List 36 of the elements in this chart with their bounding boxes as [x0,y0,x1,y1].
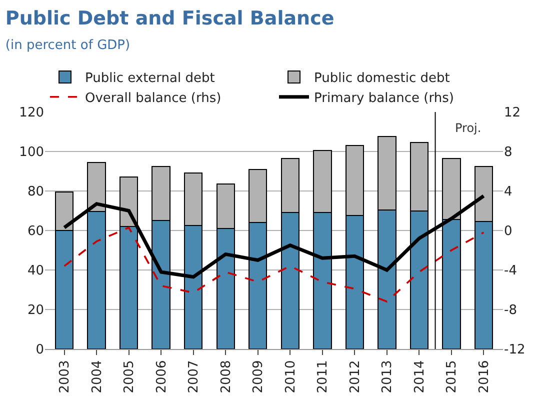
x-tick-label: 2014 [412,360,428,394]
chart-title: Public Debt and Fiscal Balance [5,7,334,30]
y-tick-label: 60 [27,224,44,240]
legend-label: Public domestic debt [314,71,450,86]
x-tick-label: 2011 [316,360,331,394]
x-tick-label: 2008 [218,360,234,394]
x-tick-label: 2003 [58,360,73,394]
y-tick-label: 40 [27,264,44,279]
x-tick-label: 2004 [90,360,105,394]
y2-tick-label: -12 [504,342,526,358]
y-tick-label: 0 [36,342,44,358]
x-tick-label: 2012 [348,360,363,394]
legend-label: Public external debt [85,71,215,86]
chart-subtitle: (in percent of GDP) [5,38,130,53]
x-tick-label: 2009 [251,360,266,394]
y-tick-label: 80 [27,184,44,200]
x-tick-label: 2013 [380,360,396,394]
y2-tick-label: 8 [504,145,512,160]
x-tick-label: 2007 [186,360,202,394]
y2-tick-label: 12 [504,106,521,121]
ref-line-label: Proj. [455,121,482,135]
y2-tick-label: -4 [504,264,517,279]
y-tick-label: 120 [19,106,44,121]
legend-label: Overall balance (rhs) [85,90,222,106]
y-tick-label: 20 [27,303,44,318]
y2-tick-label: 4 [504,184,512,200]
legend-label: Primary balance (rhs) [314,90,454,106]
x-tick-label: 2005 [122,360,138,394]
x-tick-label: 2015 [444,360,460,394]
y-tick-label: 100 [19,145,44,160]
x-tick-label: 2010 [283,360,298,394]
x-tick-label: 2006 [154,360,170,394]
y2-tick-label: 0 [504,224,512,240]
line-series [63,226,485,302]
y2-tick-label: -8 [504,303,517,318]
x-tick-label: 2016 [476,360,492,394]
